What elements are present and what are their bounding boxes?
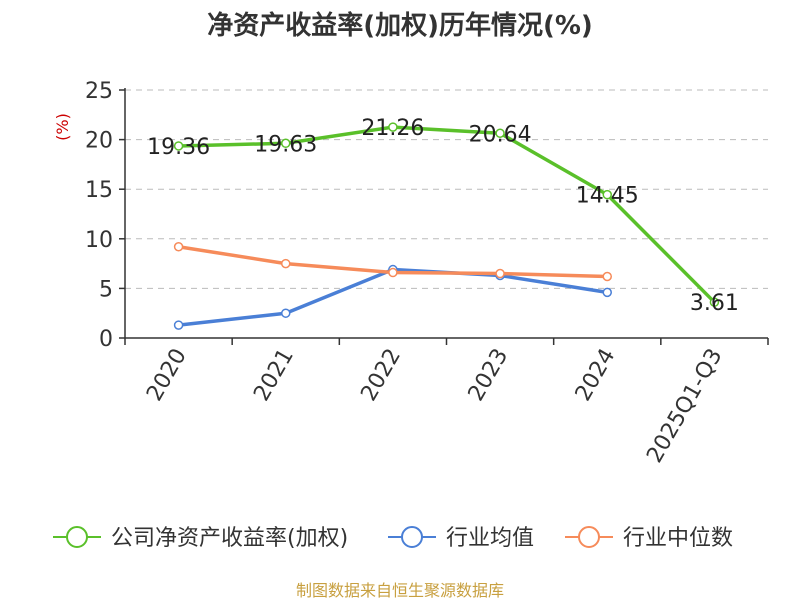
axes xyxy=(124,88,768,339)
point-s2-4 xyxy=(602,271,612,282)
y-tick-label-5: 5 xyxy=(99,277,113,302)
x-tick-label-2025Q1-Q3: 2025Q1-Q3 xyxy=(642,345,727,468)
data-label-1: 19.63 xyxy=(254,132,317,157)
x-tick-label-2023: 2023 xyxy=(464,345,514,406)
legend-label-1: 行业均值 xyxy=(446,526,534,551)
legend: 公司净资产收益率(加权) 行业均值 行业中位数 xyxy=(53,526,733,551)
x-axis-ticks: 2020 2021 2022 2023 2024 2025Q1-Q3 xyxy=(124,338,769,468)
chart-title: 净资产收益率(加权)历年情况(%) xyxy=(207,10,593,41)
point-s1-1 xyxy=(281,308,291,318)
y-tick-label-15: 15 xyxy=(85,178,113,203)
point-s2-0 xyxy=(173,241,184,252)
data-label-0: 19.36 xyxy=(147,135,210,160)
legend-marker-1 xyxy=(401,526,423,548)
y-tick-label-20: 20 xyxy=(85,129,113,154)
data-label-5: 3.61 xyxy=(690,291,739,316)
point-s2-2 xyxy=(388,267,398,278)
point-s0-3 xyxy=(495,128,505,139)
y-tick-label-10: 10 xyxy=(85,228,113,253)
point-s0-0 xyxy=(173,141,184,151)
y-axis-unit: (%) xyxy=(53,113,72,141)
series-line-0 xyxy=(178,125,716,304)
data-label-4: 14.45 xyxy=(576,184,639,209)
point-s1-0 xyxy=(173,320,184,330)
data-label-2: 21.26 xyxy=(361,116,424,141)
x-tick-label-2020: 2020 xyxy=(142,345,192,406)
point-s1-4 xyxy=(602,287,612,298)
legend-label-2: 行业中位数 xyxy=(623,526,733,551)
y-tick-label-25: 25 xyxy=(85,79,113,104)
point-s0-2 xyxy=(388,122,398,132)
point-s2-1 xyxy=(281,258,291,269)
legend-marker-2 xyxy=(578,526,600,548)
point-s0-1 xyxy=(281,138,291,149)
legend-label-0: 公司净资产收益率(加权) xyxy=(111,526,348,551)
y-axis-ticks: 0 5 10 15 20 25 xyxy=(85,79,125,352)
series-layer xyxy=(173,122,720,330)
series-line-1 xyxy=(178,267,608,327)
x-tick-label-2021: 2021 xyxy=(249,345,299,406)
legend-marker-0 xyxy=(66,526,88,548)
grid-lines xyxy=(125,89,768,289)
point-s2-3 xyxy=(495,268,505,279)
y-tick-label-0: 0 xyxy=(99,327,113,352)
x-tick-label-2022: 2022 xyxy=(356,345,406,406)
point-s0-5 xyxy=(709,297,720,307)
data-labels: 19.36 19.63 21.26 20.64 14.45 3.61 xyxy=(147,116,739,316)
x-tick-label-2024: 2024 xyxy=(571,345,621,406)
data-label-3: 20.64 xyxy=(469,122,532,147)
point-s0-4 xyxy=(602,189,612,200)
source-note: 制图数据来自恒生聚源数据库 xyxy=(296,581,504,600)
